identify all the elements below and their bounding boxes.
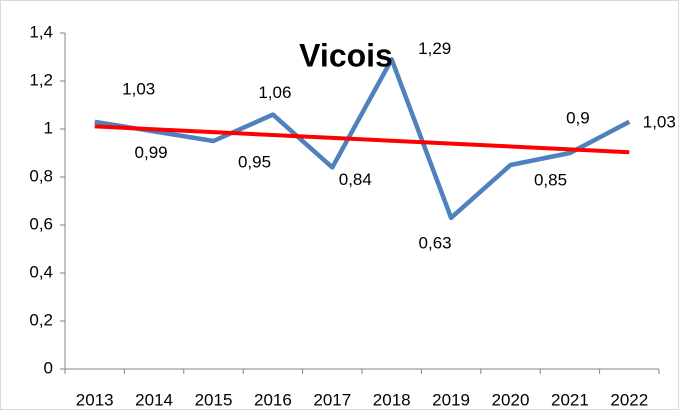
data-label: 1,03 [122,79,155,98]
x-tick-label: 2015 [195,390,233,409]
data-label: 0,85 [534,170,567,189]
x-tick-label: 2017 [313,390,351,409]
data-label: 0,84 [339,170,372,189]
x-tick-label: 2018 [373,390,411,409]
y-tick-label: 1,2 [29,70,53,89]
x-tick-label: 2016 [254,390,292,409]
y-tick-label: 0,8 [29,166,53,185]
x-tick-label: 2014 [135,390,173,409]
trend-line [94,124,630,155]
y-tick-label: 0,6 [29,214,53,233]
x-tick-label: 2022 [610,390,648,409]
x-tick-label: 2020 [492,390,530,409]
y-tick-label: 0 [44,358,53,377]
y-tick-label: 0,2 [29,310,53,329]
data-label: 0,63 [419,233,452,252]
chart-title: Vicois [299,37,393,73]
x-tick-label: 2013 [76,390,114,409]
y-tick-label: 1 [44,118,53,137]
data-label: 0,95 [238,152,271,171]
y-tick-label: 0,4 [29,262,53,281]
x-tick-label: 2019 [432,390,470,409]
data-line [94,57,631,221]
data-label: 0,9 [566,108,590,127]
y-tick-label: 1,4 [29,22,53,41]
data-label: 1,29 [418,39,451,58]
data-label: 0,99 [135,143,168,162]
x-tick-label: 2021 [551,390,589,409]
data-label: 1,03 [643,112,676,131]
data-label: 1,06 [258,83,291,102]
